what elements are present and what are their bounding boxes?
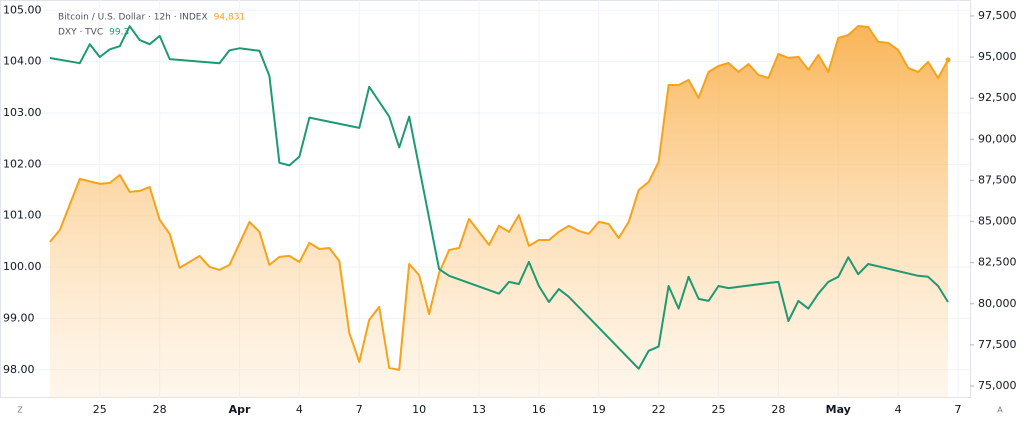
x-tick-label: May [826,403,851,416]
labels: 25 28 Apr 4 7 10 13 16 19 22 25 28 May 4 7 98.00 99.00 10… [3,3,1017,416]
y-tick-label: 103.00 [3,106,42,119]
y-tick-label: 102.00 [3,157,42,170]
x-tick-label: 19 [592,403,606,416]
y-tick-label: 98.00 [3,363,35,376]
y2-tick-label: 90,000 [978,132,1017,145]
x-tick-label: 22 [652,403,666,416]
legend-value: 99.3 [109,28,129,38]
axis-button[interactable]: A [997,406,1003,415]
legend-name: DXY · TVC [58,28,103,38]
y2-tick-label: 80,000 [978,297,1017,310]
y-tick-label: 105.00 [3,3,42,16]
x-tick-label: 7 [356,403,363,416]
y2-tick-label: 82,500 [978,256,1017,269]
y2-tick-label: 95,000 [978,50,1017,63]
y2-tick-label: 87,500 [978,173,1017,186]
y-tick-label: 100.00 [3,260,42,273]
marks [49,25,951,398]
y2-tick-label: 77,500 [978,338,1017,351]
area-fill [49,26,948,398]
x-tick-label: 25 [712,403,726,416]
y2-tick-label: 75,000 [978,379,1017,392]
y2-tick-label: 85,000 [978,215,1017,228]
x-tick-label: 7 [955,403,962,416]
last-point [945,57,951,63]
y-tick-label: 99.00 [3,311,35,324]
x-tick-label: Apr [229,403,251,416]
x-tick-label: 28 [771,403,785,416]
series-line [49,25,949,371]
axis-button[interactable]: Z [17,406,23,415]
series-line [49,25,949,370]
x-tick-label: 4 [895,403,902,416]
legend-name: Bitcoin / U.S. Dollar · 12h · INDEX [58,13,208,23]
x-tick-label: 16 [532,403,546,416]
legend-value: 94,831 [214,13,246,23]
y-tick-label: 104.00 [3,55,42,68]
x-tick-label: 4 [296,403,303,416]
x-tick-label: 13 [472,403,486,416]
x-tick-label: 28 [153,403,167,416]
x-tick-label: 10 [412,403,426,416]
x-tick-label: 25 [93,403,107,416]
y2-tick-label: 97,500 [978,9,1017,22]
y-tick-label: 101.00 [3,209,42,222]
y2-tick-label: 92,500 [978,91,1017,104]
